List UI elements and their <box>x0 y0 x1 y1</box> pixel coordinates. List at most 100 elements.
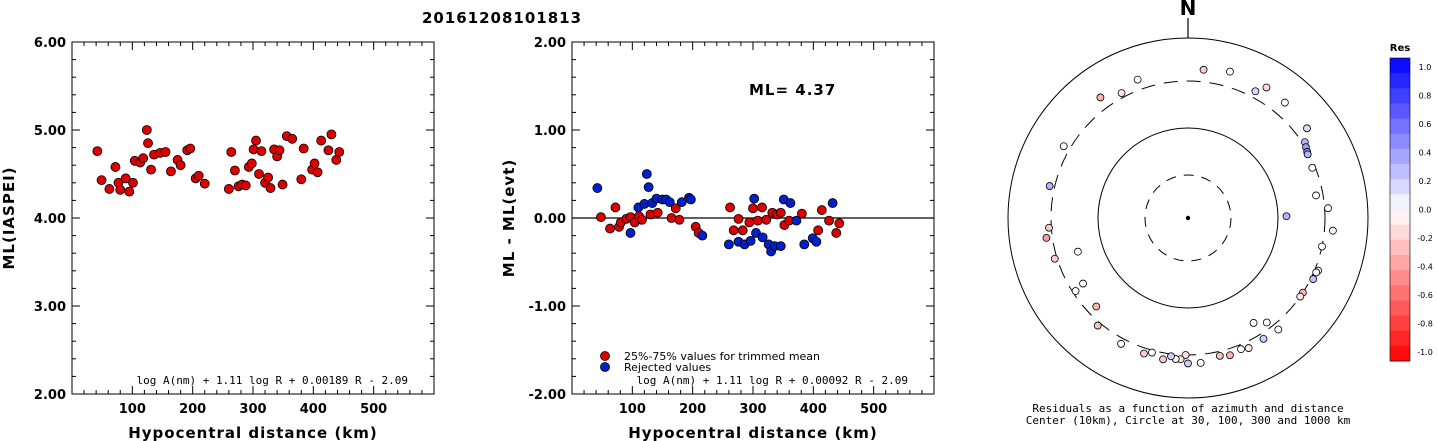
station-residual-point <box>1215 351 1224 360</box>
trimmed-residual-point <box>674 214 685 225</box>
station-magnitude-point <box>240 180 251 191</box>
trimmed-residual-point <box>652 207 663 218</box>
station-magnitude-point <box>138 153 149 164</box>
colorbar-swatch <box>1390 209 1410 226</box>
station-residual-point <box>1117 89 1126 97</box>
station-residual-point <box>1050 254 1059 263</box>
panel-magnitude-vs-distance: 2.00 3.00 4.00 5.00 6.00 100 200 300 400 500 ML(I… <box>0 36 435 441</box>
panel2-ylabel: ML - ML(evt) <box>500 159 518 277</box>
trimmed-residual-point <box>670 203 681 214</box>
rejected-residual-point <box>625 228 636 238</box>
panel1-ytick-label: 2.00 <box>34 388 66 403</box>
colorbar-swatch <box>1390 88 1410 104</box>
panel2-xtick-label: 300 <box>739 402 766 417</box>
colorbar-tick-label: 0.0 <box>1419 206 1432 215</box>
station-magnitude-point <box>334 147 345 157</box>
station-magnitude-point <box>254 169 264 179</box>
rejected-residual-point <box>641 169 652 179</box>
station-residual-point <box>1140 349 1148 358</box>
station-magnitude-point <box>265 183 276 193</box>
trimmed-residual-point <box>752 215 763 226</box>
station-residual-point <box>1324 204 1332 213</box>
station-magnitude-point <box>104 184 115 194</box>
station-residual-point <box>1096 93 1105 102</box>
station-residual-point <box>1259 334 1268 343</box>
colorbar-swatch <box>1390 254 1410 271</box>
panel2-formula: log A(nm) + 1.11 log R + 0.00092 R - 2.0… <box>636 374 908 387</box>
rejected-residual-point <box>676 197 687 208</box>
trimmed-residual-point <box>737 225 748 236</box>
station-residual-point <box>1262 83 1271 92</box>
station-residual-point <box>1312 191 1320 200</box>
station-magnitude-point <box>323 145 334 156</box>
panel2-points <box>592 169 845 257</box>
station-magnitude-point <box>146 164 156 175</box>
panel3-points <box>1042 65 1337 368</box>
station-residual-point <box>1262 318 1271 327</box>
rejected-residual-point <box>757 232 768 243</box>
colorbar-swatch <box>1390 300 1410 317</box>
station-magnitude-point <box>296 174 307 185</box>
figure-title: 20161208101813 <box>422 9 582 27</box>
station-residual-point <box>1148 348 1156 357</box>
station-residual-point <box>1282 212 1291 221</box>
epicenter-marker <box>1185 215 1191 221</box>
colorbar-swatch <box>1390 103 1410 120</box>
rejected-residual-point <box>592 183 603 193</box>
station-magnitude-point <box>193 170 204 181</box>
station-residual-point <box>1309 275 1318 283</box>
rejected-residual-point <box>643 182 654 193</box>
panel-polar-residuals: N Residuals as a function of azimuth and… <box>1007 0 1433 427</box>
panel1-ytick-label: 6.00 <box>34 36 66 51</box>
colorbar: 1.0 0.8 0.6 0.4 0.2 0.0 -0.2 -0.4 -0.6 -0.8 -1.0 <box>1389 57 1433 362</box>
rejected-residual-point <box>799 239 810 250</box>
panel-residual-vs-distance: -2.00 -1.00 0.00 1.00 2.00 100 200 300 400 500 ML… <box>500 36 935 441</box>
station-magnitude-point <box>175 160 186 171</box>
station-magnitude-point <box>309 158 320 169</box>
trimmed-residual-point <box>816 205 827 215</box>
station-residual-point <box>1274 325 1283 334</box>
trimmed-residual-point <box>824 215 834 226</box>
trimmed-residual-point <box>813 225 824 236</box>
north-label: N <box>1180 0 1197 20</box>
panel2-xtick-label: 400 <box>800 402 827 417</box>
trimmed-residual-point <box>610 202 621 213</box>
panel2-xtick-label: 100 <box>619 402 646 417</box>
legend-trimmed-label: 25%-75% values for trimmed mean <box>624 350 820 363</box>
station-magnitude-point <box>120 173 131 184</box>
colorbar-swatch <box>1390 224 1410 241</box>
trimmed-residual-point <box>834 218 845 229</box>
ring-30km <box>1144 174 1232 262</box>
station-magnitude-point <box>246 158 257 169</box>
colorbar-swatch <box>1390 179 1410 195</box>
station-magnitude-point <box>226 147 237 157</box>
colorbar-swatch <box>1390 330 1410 347</box>
rejected-residual-point <box>775 241 786 252</box>
colorbar-swatch <box>1390 164 1410 180</box>
panel2-ticks: -2.00 -1.00 0.00 1.00 2.00 100 200 300 400 500 <box>529 36 935 417</box>
polar-caption-1: Residuals as a function of azimuth and d… <box>1032 402 1343 415</box>
station-residual-point <box>1167 352 1175 361</box>
station-magnitude-point <box>229 165 240 176</box>
station-magnitude-point <box>160 147 171 157</box>
panel2-ytick-label: -2.00 <box>529 388 566 403</box>
rejected-residual-point <box>791 215 802 226</box>
colorbar-title: Res <box>1390 43 1410 54</box>
station-magnitude-point <box>287 133 298 144</box>
rejected-residual-point <box>785 198 796 208</box>
panel1-ytick-label: 4.00 <box>34 212 66 227</box>
colorbar-swatch <box>1390 73 1410 89</box>
colorbar-frame <box>1389 57 1411 362</box>
station-magnitude-point <box>316 135 327 146</box>
event-magnitude: ML= 4.37 <box>749 81 836 99</box>
station-residual-point <box>1042 234 1051 242</box>
colorbar-swatch <box>1390 118 1410 135</box>
colorbar-swatch <box>1390 194 1410 210</box>
colorbar-swatch <box>1390 58 1410 74</box>
trimmed-residual-point <box>733 213 744 224</box>
station-magnitude-point <box>326 129 337 140</box>
trimmed-residual-point <box>775 207 786 218</box>
trimmed-residual-point <box>831 228 842 238</box>
panel1-ticks: 2.00 3.00 4.00 5.00 6.00 100 200 300 400 500 <box>34 36 435 417</box>
station-residual-point <box>1296 292 1305 301</box>
